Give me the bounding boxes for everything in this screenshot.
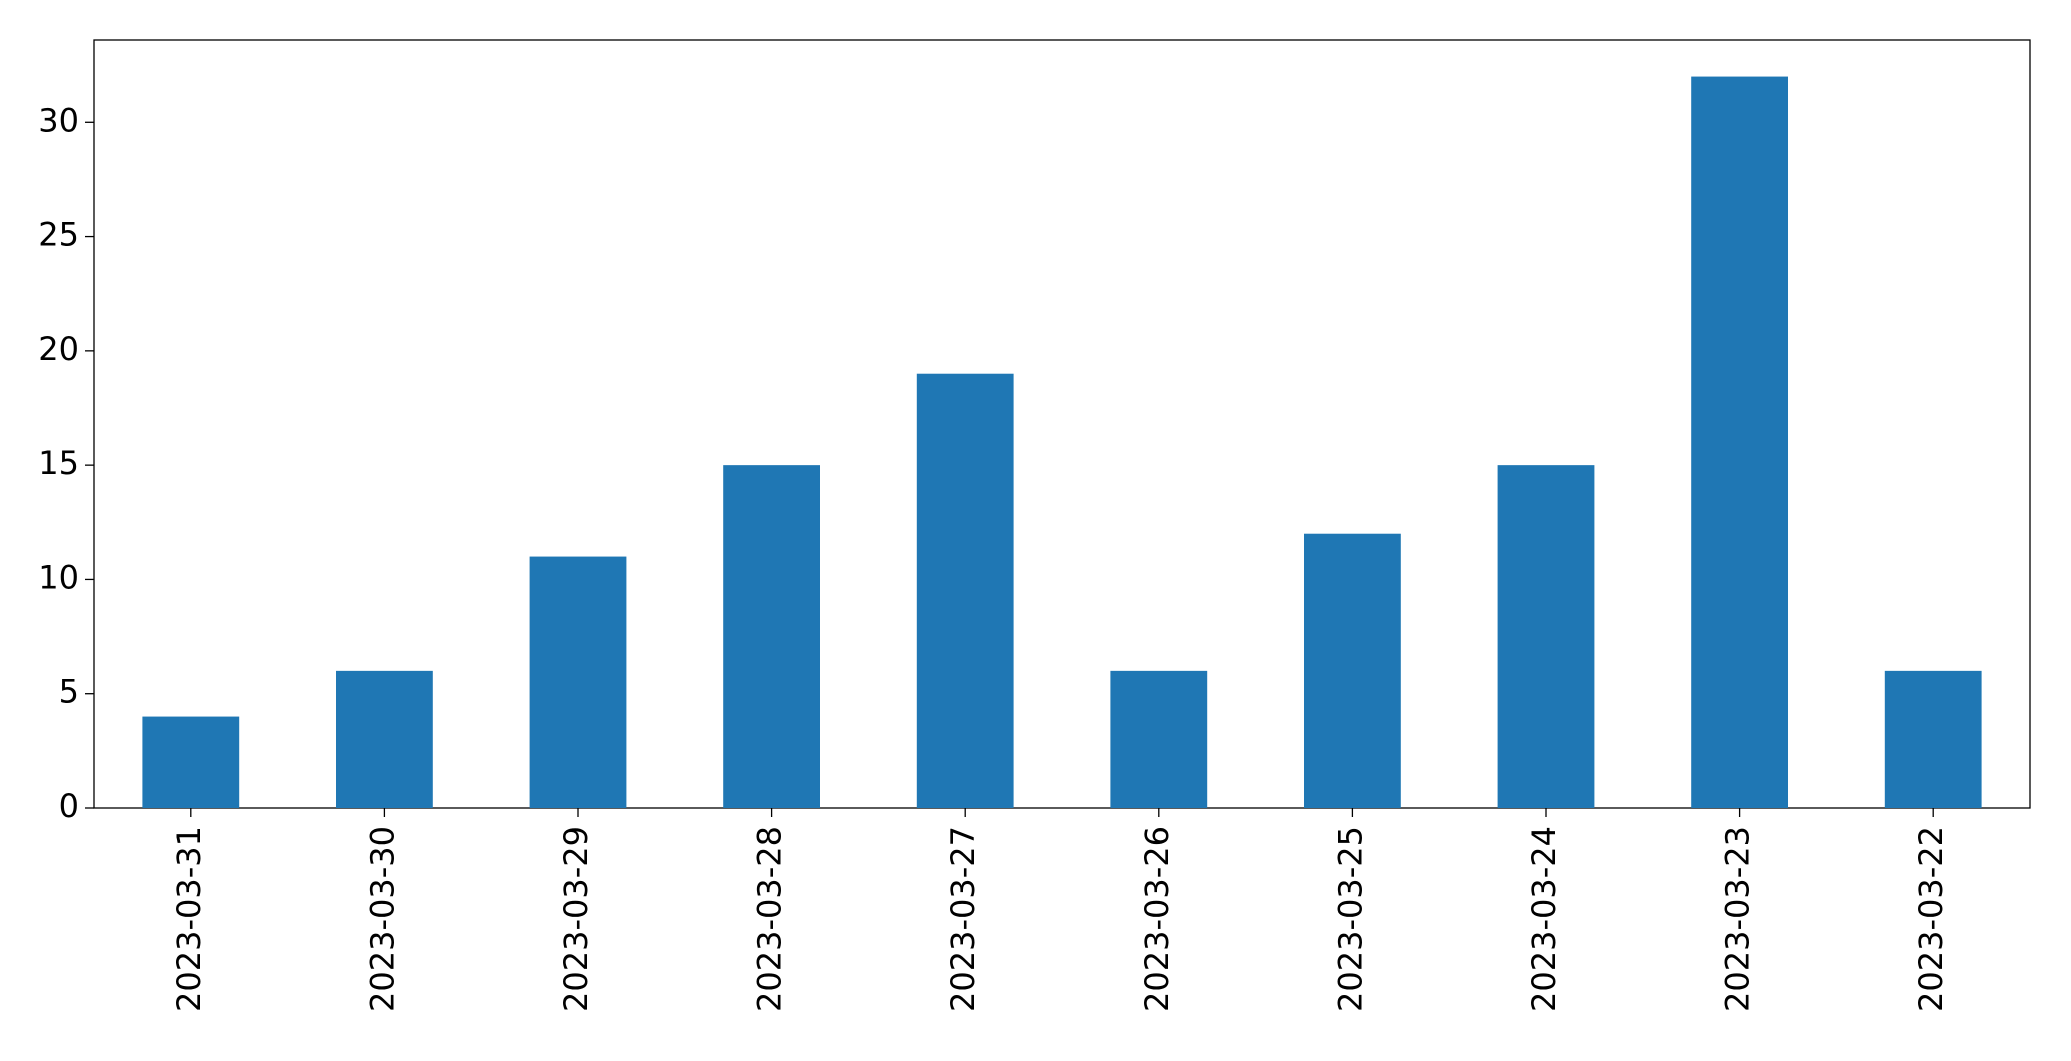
x-tick-label: 2023-03-23 — [1719, 826, 1757, 1012]
y-tick-label: 25 — [38, 216, 79, 254]
x-tick-label: 2023-03-30 — [363, 826, 401, 1012]
x-tick-label: 2023-03-25 — [1331, 826, 1369, 1012]
y-tick-label: 10 — [38, 558, 79, 596]
bar — [1691, 76, 1788, 809]
x-tick-label: 2023-03-27 — [944, 826, 982, 1012]
x-tick-label: 2023-03-26 — [1138, 826, 1176, 1012]
x-tick-label: 2023-03-31 — [170, 826, 208, 1012]
bar — [529, 556, 627, 808]
x-tick-label: 2023-03-22 — [1912, 826, 1950, 1012]
bar — [723, 465, 820, 808]
y-tick-label: 15 — [38, 444, 79, 482]
plot-frame — [93, 39, 2031, 809]
y-tick-label: 20 — [38, 330, 79, 368]
y-tick-label: 5 — [59, 673, 79, 711]
x-tick-label: 2023-03-29 — [557, 826, 595, 1012]
bar — [336, 670, 433, 808]
bar — [1110, 670, 1208, 808]
bar — [142, 716, 240, 808]
bar — [1304, 533, 1401, 808]
bar — [916, 373, 1014, 808]
bar — [1884, 670, 1982, 808]
x-tick-label: 2023-03-28 — [751, 826, 789, 1012]
y-tick-label: 30 — [38, 101, 79, 139]
y-tick-label: 0 — [59, 787, 79, 825]
x-tick-label: 2023-03-24 — [1525, 826, 1563, 1012]
bar — [1497, 465, 1595, 808]
